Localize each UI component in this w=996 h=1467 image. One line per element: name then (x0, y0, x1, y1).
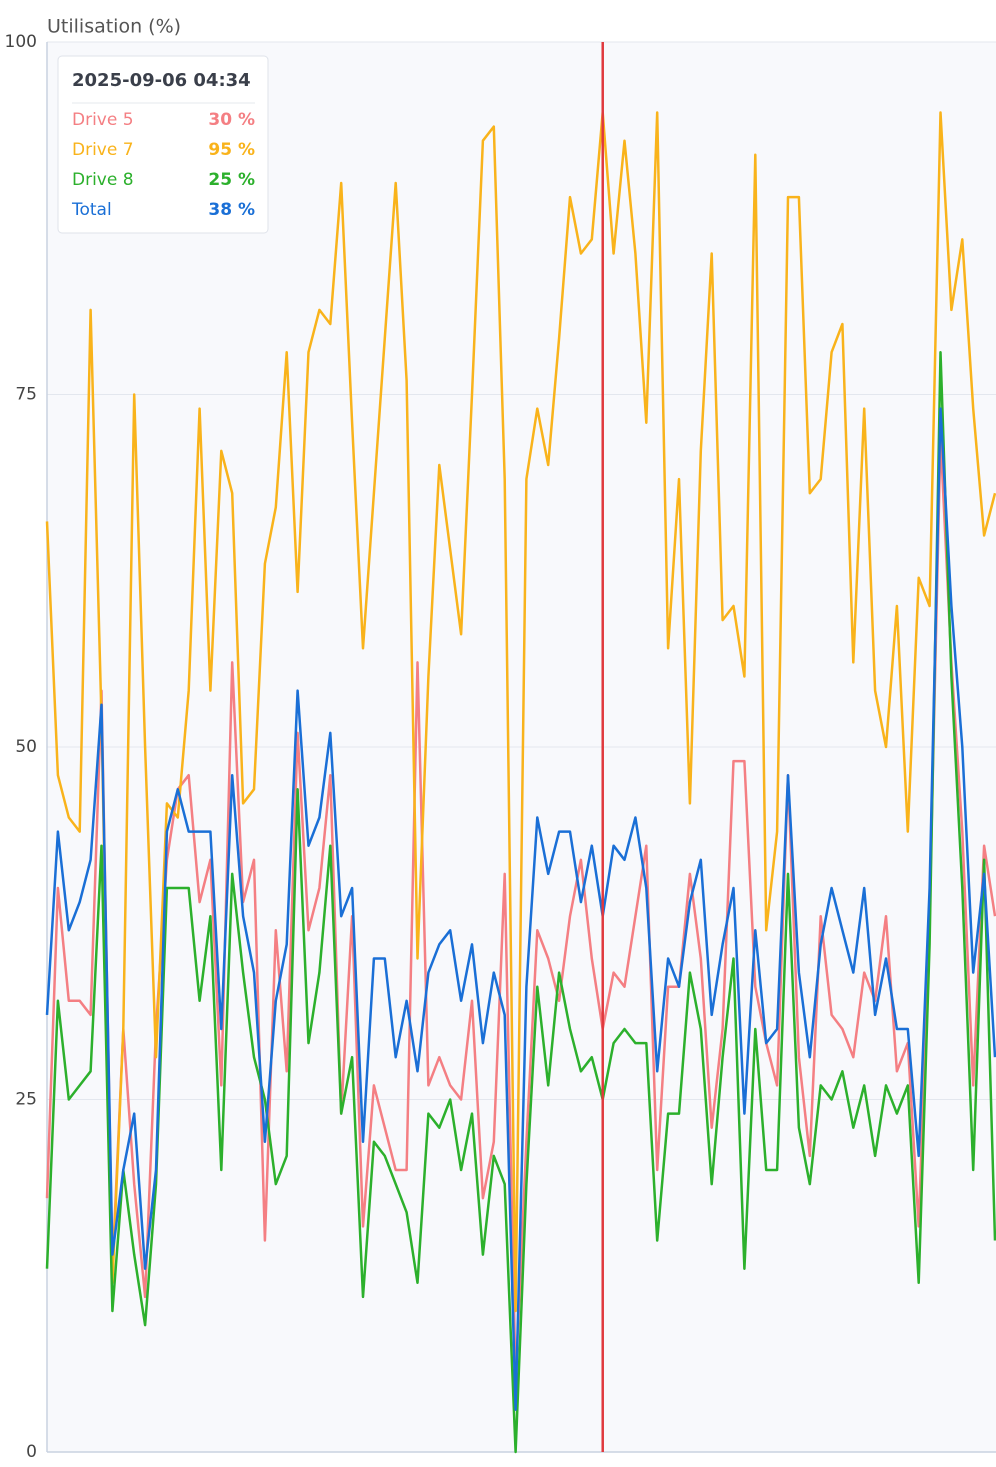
y-tick-label: 25 (15, 1090, 37, 1110)
series-line (45, 407, 996, 1411)
y-tick-label: 100 (5, 32, 37, 52)
series-line (45, 350, 996, 1454)
series-line (45, 111, 996, 1313)
tooltip-series-name: Drive 7 (72, 140, 134, 160)
tooltip-value: 30 % (208, 110, 255, 130)
tooltip-value: 38 % (208, 200, 255, 220)
y-axis-title: Utilisation (%) (47, 16, 181, 38)
tooltip-title: 2025-09-06 04:34 (72, 70, 251, 91)
series-line (45, 435, 996, 1383)
tooltip-series-name: Drive 8 (72, 170, 134, 190)
y-tick-label: 50 (15, 737, 37, 757)
tooltip-series-name: Total (71, 200, 112, 220)
tooltip-value: 95 % (208, 140, 255, 160)
tooltip-box (57, 55, 269, 234)
tooltip-series-name: Drive 5 (72, 110, 134, 130)
y-tick-label: 75 (15, 385, 37, 405)
tooltip-value: 25 % (208, 170, 255, 190)
y-tick-label: 0 (26, 1442, 37, 1462)
